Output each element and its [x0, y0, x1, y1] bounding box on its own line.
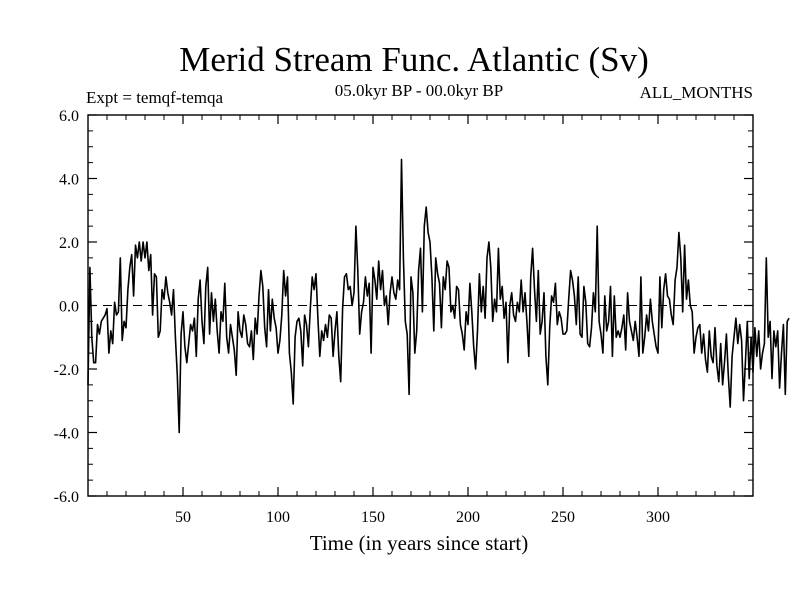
x-axis-label: Time (in years since start)	[310, 531, 529, 555]
y-tick-label: 6.0	[59, 108, 79, 125]
x-tick-label: 50	[175, 509, 191, 526]
y-tick-label: -4.0	[54, 426, 79, 443]
chart-title: Merid Stream Func. Atlantic (Sv)	[179, 40, 649, 79]
y-tick-label: 0.0	[59, 299, 79, 316]
series-line-temqf-temqa	[87, 158, 790, 434]
x-tick-label: 300	[646, 509, 670, 526]
y-tick-label: -6.0	[54, 489, 79, 506]
x-tick-label: 200	[456, 509, 480, 526]
chart-subtitle-center: 05.0kyr BP - 00.0kyr BP	[335, 81, 503, 100]
x-tick-label: 150	[361, 509, 385, 526]
y-tick-label: 4.0	[59, 172, 79, 189]
x-tick-label: 100	[266, 509, 290, 526]
x-tick-label: 250	[551, 509, 575, 526]
chart-subtitle-left: Expt = temqf-temqa	[86, 88, 224, 107]
chart-subtitle-right: ALL_MONTHS	[640, 83, 753, 102]
axes-layer: 6.0 4.0 2.0 0.0 -2.0 -4.0 -6.0 50 100 150 200 250 30…	[54, 108, 753, 526]
y-tick-label: -2.0	[54, 362, 79, 379]
y-tick-label: 2.0	[59, 235, 79, 252]
